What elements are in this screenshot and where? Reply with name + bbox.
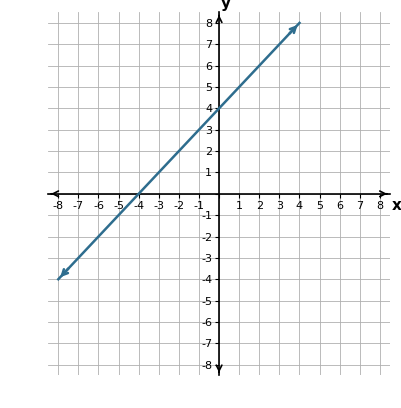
Text: y: y xyxy=(221,0,231,11)
Text: x: x xyxy=(391,198,401,213)
